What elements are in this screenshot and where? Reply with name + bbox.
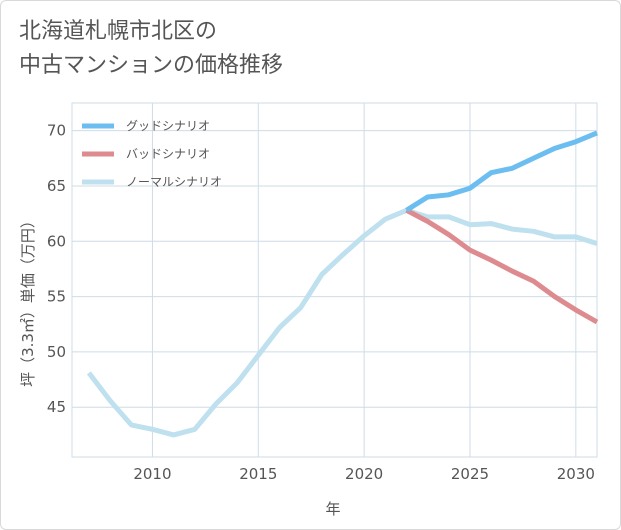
- y-tick-label: 45: [47, 398, 66, 416]
- y-tick-label: 55: [47, 288, 66, 306]
- x-tick-label: 2015: [239, 465, 277, 483]
- y-tick-label: 50: [47, 343, 66, 361]
- y-tick-label: 60: [47, 232, 66, 250]
- series-line-2: [86, 207, 598, 438]
- series-line-0: [405, 130, 598, 213]
- title-line-1: 北海道札幌市北区の: [19, 19, 218, 44]
- legend-label-2: ノーマルシナリオ: [126, 175, 222, 189]
- x-tick-label: 2010: [133, 465, 171, 483]
- chart-title: 北海道札幌市北区の 中古マンションの価格推移: [19, 15, 283, 83]
- x-axis-ticks: 2010 2015 2020 2025 2030: [133, 465, 595, 483]
- series-lines: [86, 130, 599, 438]
- x-axis-label: 年: [325, 500, 340, 518]
- series-line-1: [405, 208, 599, 325]
- title-line-2: 中古マンションの価格推移: [19, 53, 284, 78]
- y-tick-label: 65: [47, 177, 66, 195]
- y-axis-ticks: 45 50 55 60 65 70: [47, 122, 66, 417]
- grid: [71, 102, 598, 458]
- legend-label-0: グッドシナリオ: [126, 119, 210, 133]
- plot-frame: [71, 102, 598, 458]
- y-axis-label: 坪（3.3㎡）単価（万円）: [19, 213, 37, 387]
- x-tick-label: 2020: [345, 465, 383, 483]
- y-tick-label: 70: [47, 122, 66, 140]
- legend-label-1: バッドシナリオ: [126, 147, 210, 161]
- x-tick-label: 2030: [557, 465, 595, 483]
- x-tick-label: 2025: [451, 465, 489, 483]
